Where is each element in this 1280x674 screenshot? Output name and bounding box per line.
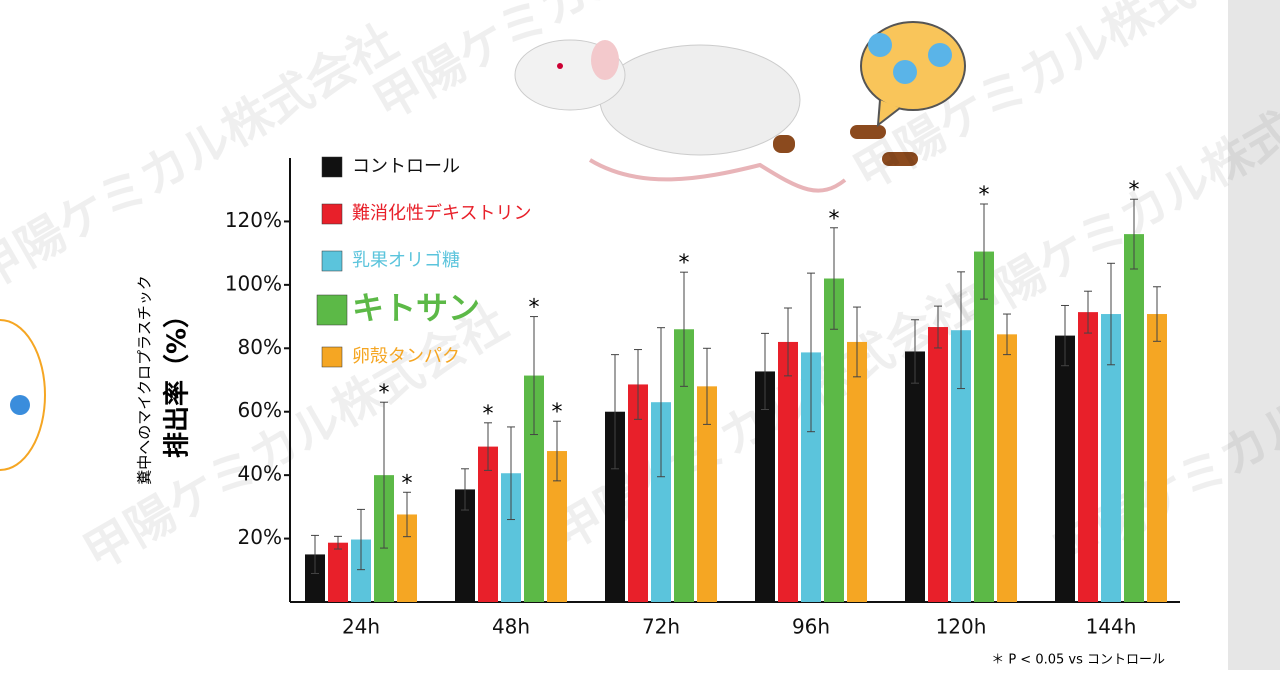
bar (1124, 234, 1144, 602)
y-tick-label: 80% (238, 335, 282, 359)
y-tick-label: 20% (238, 525, 282, 549)
footnote: ＊ P < 0.05 vs コントロール (991, 653, 1165, 668)
legend-label: 卵殻タンパク (352, 346, 460, 367)
legend-swatch (322, 157, 342, 177)
bar (1147, 314, 1167, 602)
legend-swatch (317, 295, 347, 325)
legend-swatch (322, 251, 342, 271)
x-tick-label: 72h (642, 615, 680, 639)
legend-swatch (322, 204, 342, 224)
x-tick-label: 24h (342, 615, 380, 639)
y-tick-label: 120% (225, 208, 282, 232)
significance-mark: * (529, 296, 540, 321)
bar (974, 252, 994, 602)
y-axis-label: 糞中へのマイクロプラスチック (136, 275, 154, 484)
significance-mark: * (679, 251, 690, 276)
y-tick-label: 100% (225, 271, 282, 295)
x-tick-label: 144h (1086, 615, 1137, 639)
significance-mark: * (483, 402, 494, 427)
significance-mark: * (552, 400, 563, 425)
y-tick-label: 40% (238, 462, 282, 486)
bar (847, 342, 867, 602)
bar (928, 327, 948, 602)
bar (778, 342, 798, 602)
left-decor (0, 320, 45, 470)
legend-label: コントロール (352, 156, 460, 177)
significance-mark: * (402, 471, 413, 496)
bar (905, 351, 925, 602)
y-axis-label: 排出率（%） (162, 302, 193, 458)
significance-mark: * (829, 207, 840, 232)
bar (997, 334, 1017, 602)
legend-label: キトサン (352, 289, 480, 327)
x-tick-label: 48h (492, 615, 530, 639)
significance-mark: * (979, 183, 990, 208)
legend-label: 乳果オリゴ糖 (352, 250, 460, 271)
significance-mark: * (1129, 178, 1140, 203)
bar (328, 543, 348, 602)
bar (1078, 312, 1098, 602)
x-tick-label: 120h (936, 615, 987, 639)
legend-label: 難消化性デキストリン (352, 203, 531, 224)
y-tick-label: 60% (238, 398, 282, 422)
legend-swatch (322, 347, 342, 367)
bar (1055, 336, 1075, 602)
watermark: 甲陽ケミカル株式会社 (0, 14, 407, 302)
side-strip (1228, 0, 1280, 670)
significance-mark: * (379, 381, 390, 406)
x-tick-label: 96h (792, 615, 830, 639)
